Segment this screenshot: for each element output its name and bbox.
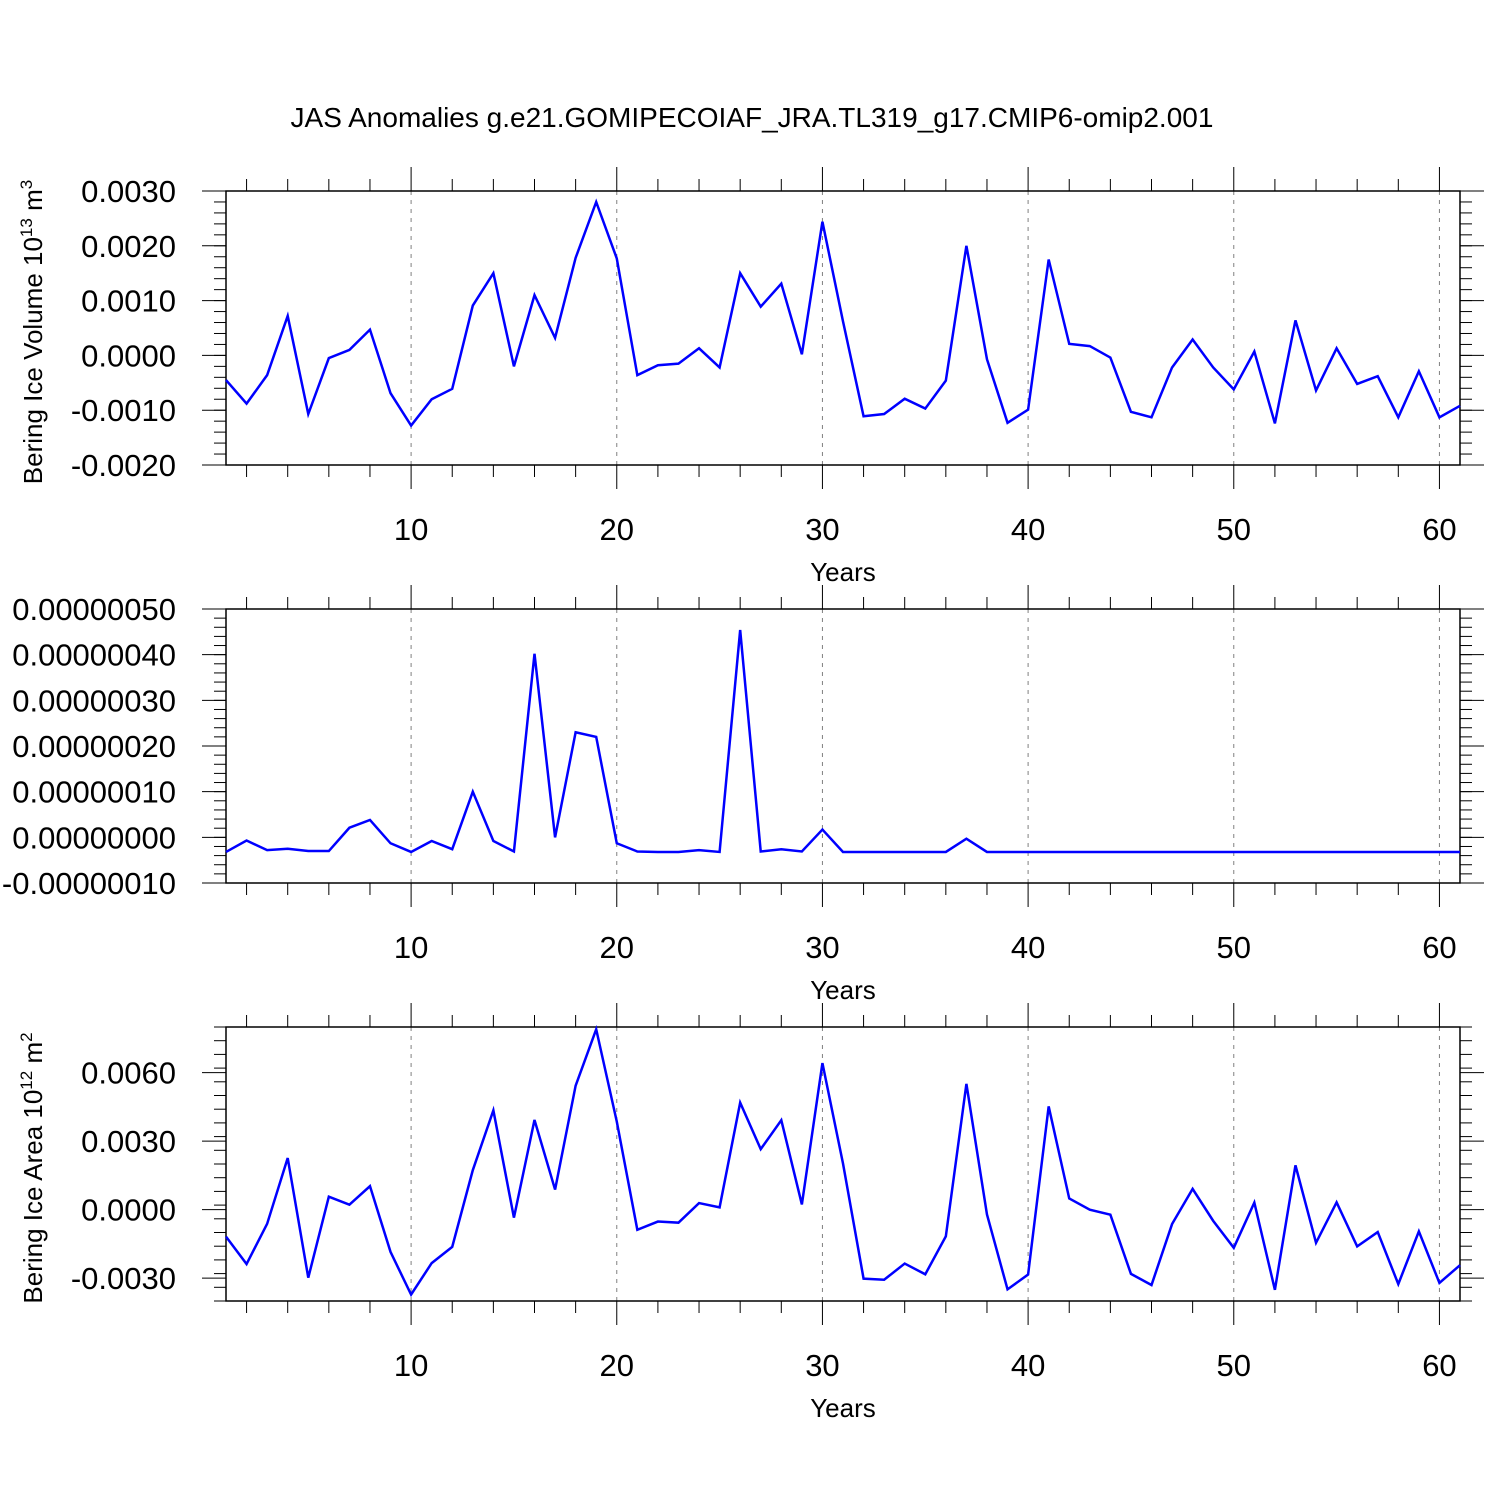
- y-tick-label: 0.00000000: [12, 820, 176, 855]
- y-tick-label: -0.0020: [71, 448, 176, 483]
- y-axis-label-exponent: 12: [17, 1071, 36, 1090]
- y-axis-label-unit-exponent: 3: [17, 180, 36, 189]
- x-tick-label: 30: [805, 1348, 839, 1383]
- panel-1: 10 20 30 40 50 60 -0.0020 -0.0010 0.0000 0.0010 0.…: [17, 167, 1484, 587]
- y-tick-label: -0.0030: [71, 1261, 176, 1296]
- x-tick-label: 40: [1011, 1348, 1045, 1383]
- y-tick-label: 0.0030: [81, 174, 176, 209]
- y-axis-label-unit-exponent: 2: [17, 1032, 36, 1041]
- y-axis-label: Bering Ice Area 1012 m2: [17, 1032, 48, 1303]
- x-tick-label: 10: [394, 512, 428, 547]
- figure-title: JAS Anomalies g.e21.GOMIPECOIAF_JRA.TL31…: [291, 102, 1214, 133]
- x-tick-label: 40: [1011, 512, 1045, 547]
- series-line: [225, 1024, 1461, 1298]
- x-tick-label: 20: [600, 1348, 634, 1383]
- y-tick-label: 0.00000050: [12, 592, 176, 627]
- x-axis-label: Years: [810, 975, 876, 1005]
- x-tick-label: 20: [600, 512, 634, 547]
- x-tick-label: 30: [805, 930, 839, 965]
- y-tick-label: 0.0030: [81, 1124, 176, 1159]
- y-tick-label: 0.00000010: [12, 775, 176, 810]
- x-tick-label: 60: [1422, 930, 1456, 965]
- x-tick-label: 40: [1011, 930, 1045, 965]
- series-line: [225, 198, 1461, 428]
- series-line: [225, 629, 1460, 854]
- x-axis-label: Years: [810, 1393, 876, 1423]
- x-tick-label: 60: [1422, 1348, 1456, 1383]
- x-axis-label: Years: [810, 557, 876, 587]
- x-tick-label: 50: [1217, 512, 1251, 547]
- y-axis-label-unit: m: [18, 1042, 48, 1071]
- plot-frame: [225, 1026, 1461, 1302]
- panel-2: 10 20 30 40 50 60 -0.00000010 0.00000000 0.00000…: [2, 585, 1484, 1005]
- y-tick-label: 0.0000: [81, 1193, 176, 1228]
- y-tick-label: -0.00000010: [2, 866, 176, 901]
- plot-frame: [225, 608, 1461, 884]
- y-axis-label-exponent: 13: [17, 218, 36, 237]
- y-axis-label-text: Bering Ice Volume 10: [18, 237, 48, 484]
- y-tick-label: 0.00000020: [12, 729, 176, 764]
- panel-3: 10 20 30 40 50 60 -0.0030 0.0000 0.0030 0.0060 Yea…: [17, 1003, 1484, 1423]
- x-tick-label: 50: [1217, 930, 1251, 965]
- x-tick-label: 20: [600, 930, 634, 965]
- x-tick-label: 60: [1422, 512, 1456, 547]
- y-axis-label: Bering Ice Volume 1013 m3: [17, 180, 48, 484]
- y-tick-label: 0.0020: [81, 229, 176, 264]
- x-tick-label: 10: [394, 930, 428, 965]
- y-tick-label: 0.0060: [81, 1056, 176, 1091]
- y-tick-label: -0.0010: [71, 393, 176, 428]
- y-tick-label: 0.0010: [81, 284, 176, 319]
- x-tick-label: 50: [1217, 1348, 1251, 1383]
- x-tick-label: 10: [394, 1348, 428, 1383]
- x-tick-label: 30: [805, 512, 839, 547]
- y-axis-label-unit: m: [18, 189, 48, 218]
- y-tick-label: 0.00000030: [12, 683, 176, 718]
- y-tick-label: 0.00000040: [12, 638, 176, 673]
- plot-frame: [225, 190, 1461, 466]
- y-tick-label: 0.0000: [81, 338, 176, 373]
- y-axis-label-text: Bering Ice Area 10: [18, 1090, 48, 1304]
